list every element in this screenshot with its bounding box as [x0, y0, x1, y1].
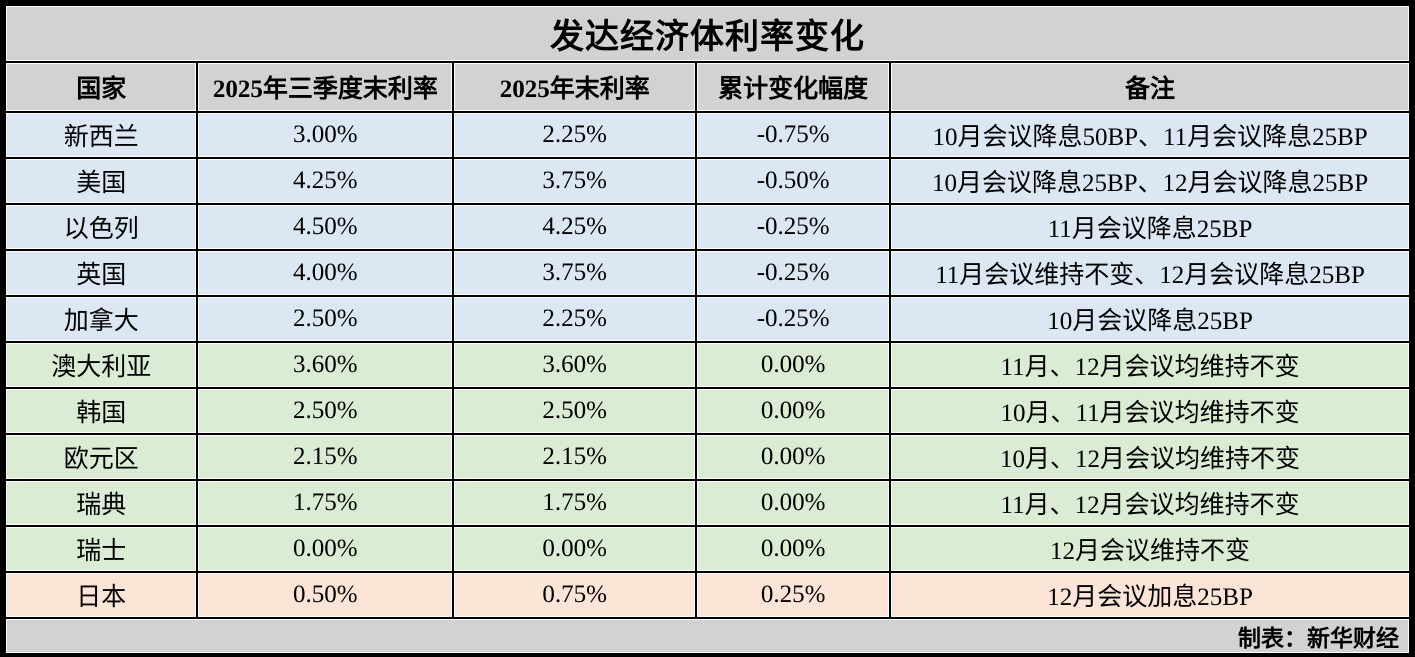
cell-eoy-rate: 2.50% — [452, 387, 698, 435]
col-header-notes: 备注 — [889, 61, 1411, 113]
cell-q3-rate: 0.50% — [196, 571, 455, 619]
col-header-country: 国家 — [3, 61, 199, 113]
cell-eoy-rate: 4.25% — [452, 203, 698, 251]
table-row: 澳大利亚 3.60% 3.60% 0.00% 11月、12月会议均维持不变 — [3, 341, 1411, 389]
cell-eoy-rate: 3.75% — [452, 157, 698, 205]
cell-q3-rate: 3.60% — [196, 341, 455, 389]
cell-note: 10月、11月会议均维持不变 — [889, 387, 1411, 435]
cell-change: -0.25% — [695, 249, 892, 297]
cell-eoy-rate: 2.15% — [452, 433, 698, 481]
col-header-cumulative-change: 累计变化幅度 — [695, 61, 892, 113]
cell-country: 瑞典 — [3, 479, 199, 527]
cell-country: 以色列 — [3, 203, 199, 251]
cell-q3-rate: 0.00% — [196, 525, 455, 573]
cell-q3-rate: 4.25% — [196, 157, 455, 205]
cell-note: 11月、12月会议均维持不变 — [889, 479, 1411, 527]
table-body: 新西兰 3.00% 2.25% -0.75% 10月会议降息50BP、11月会议降息25… — [3, 111, 1411, 619]
cell-note: 11月会议维持不变、12月会议降息25BP — [889, 249, 1411, 297]
table-row: 新西兰 3.00% 2.25% -0.75% 10月会议降息50BP、11月会议降息25… — [3, 111, 1411, 159]
cell-note: 10月、12月会议均维持不变 — [889, 433, 1411, 481]
cell-q3-rate: 2.15% — [196, 433, 455, 481]
cell-note: 10月会议降息25BP、12月会议降息25BP — [889, 157, 1411, 205]
title-row: 发达经济体利率变化 — [4, 4, 1411, 63]
cell-change: -0.25% — [695, 203, 892, 251]
cell-q3-rate: 4.50% — [196, 203, 455, 251]
cell-eoy-rate: 0.00% — [452, 525, 698, 573]
cell-change: 0.00% — [695, 341, 892, 389]
cell-country: 欧元区 — [3, 433, 199, 481]
cell-note: 12月会议加息25BP — [889, 571, 1411, 619]
cell-change: -0.25% — [695, 295, 892, 343]
cell-change: 0.00% — [695, 433, 892, 481]
cell-country: 日本 — [3, 571, 199, 619]
cell-change: 0.00% — [695, 387, 892, 435]
cell-q3-rate: 4.00% — [196, 249, 455, 297]
cell-note: 10月会议降息50BP、11月会议降息25BP — [889, 111, 1411, 159]
cell-q3-rate: 2.50% — [196, 387, 455, 435]
cell-country: 韩国 — [3, 387, 199, 435]
table-row: 韩国 2.50% 2.50% 0.00% 10月、11月会议均维持不变 — [3, 387, 1411, 435]
cell-country: 新西兰 — [3, 111, 199, 159]
table-row: 美国 4.25% 3.75% -0.50% 10月会议降息25BP、12月会议降息25B… — [3, 157, 1411, 205]
table-row: 加拿大 2.50% 2.25% -0.25% 10月会议降息25BP — [3, 295, 1411, 343]
cell-q3-rate: 3.00% — [196, 111, 455, 159]
cell-country: 英国 — [3, 249, 199, 297]
table-row: 以色列 4.50% 4.25% -0.25% 11月会议降息25BP — [3, 203, 1411, 251]
cell-change: -0.75% — [695, 111, 892, 159]
col-header-q3-rate: 2025年三季度末利率 — [196, 61, 455, 113]
cell-note: 12月会议维持不变 — [889, 525, 1411, 573]
cell-eoy-rate: 3.75% — [452, 249, 698, 297]
cell-note: 11月会议降息25BP — [889, 203, 1411, 251]
cell-country: 澳大利亚 — [3, 341, 199, 389]
page-title: 发达经济体利率变化 — [4, 4, 1411, 63]
cell-note: 10月会议降息25BP — [889, 295, 1411, 343]
column-header-row: 国家 2025年三季度末利率 2025年末利率 累计变化幅度 备注 — [3, 61, 1411, 113]
table-row: 瑞士 0.00% 0.00% 0.00% 12月会议维持不变 — [3, 525, 1411, 573]
table-row: 日本 0.50% 0.75% 0.25% 12月会议加息25BP — [3, 571, 1411, 619]
cell-change: 0.25% — [695, 571, 892, 619]
cell-eoy-rate: 1.75% — [452, 479, 698, 527]
table-row: 英国 4.00% 3.75% -0.25% 11月会议维持不变、12月会议降息25BP — [3, 249, 1411, 297]
cell-note: 11月、12月会议均维持不变 — [889, 341, 1411, 389]
cell-country: 美国 — [3, 157, 199, 205]
cell-eoy-rate: 2.25% — [452, 295, 698, 343]
cell-q3-rate: 1.75% — [196, 479, 455, 527]
cell-eoy-rate: 0.75% — [452, 571, 698, 619]
cell-q3-rate: 2.50% — [196, 295, 455, 343]
cell-change: -0.50% — [695, 157, 892, 205]
table-row: 欧元区 2.15% 2.15% 0.00% 10月、12月会议均维持不变 — [3, 433, 1411, 481]
cell-eoy-rate: 2.25% — [452, 111, 698, 159]
table-row: 瑞典 1.75% 1.75% 0.00% 11月、12月会议均维持不变 — [3, 479, 1411, 527]
cell-change: 0.00% — [695, 525, 892, 573]
footer-row: 制表：新华财经 — [4, 617, 1411, 655]
cell-country: 瑞士 — [3, 525, 199, 573]
cell-eoy-rate: 3.60% — [452, 341, 698, 389]
cell-change: 0.00% — [695, 479, 892, 527]
cell-country: 加拿大 — [3, 295, 199, 343]
col-header-eoy-rate: 2025年末利率 — [452, 61, 698, 113]
rates-table: 发达经济体利率变化 国家 2025年三季度末利率 2025年末利率 累计变化幅度… — [3, 4, 1411, 655]
credit-text: 制表：新华财经 — [4, 617, 1411, 655]
